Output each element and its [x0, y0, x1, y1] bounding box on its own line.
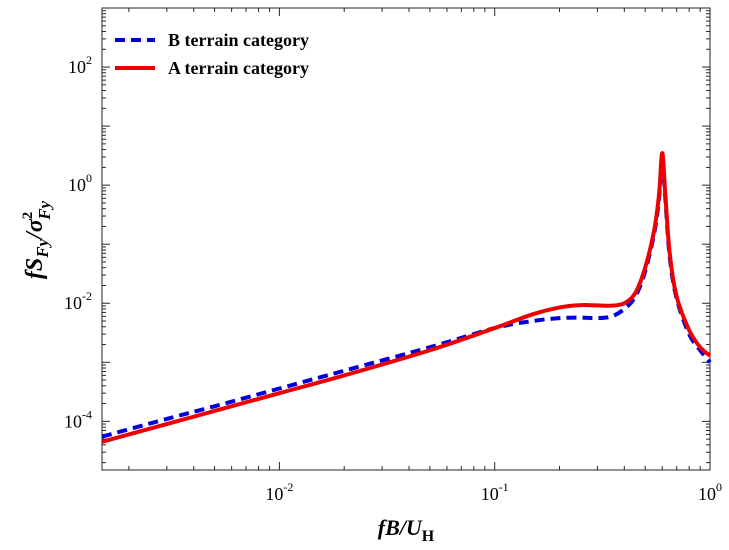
y-tick-label: 102: [68, 53, 92, 77]
x-tick-label: 100: [698, 480, 722, 504]
plot-area: 10-2 10-1 100 10-4 10-2 100 102: [64, 7, 722, 504]
y-tick-label: 100: [68, 171, 92, 195]
x-tick-label: 10-2: [265, 480, 293, 504]
series-lines: [101, 151, 712, 444]
y-axis-label-sub1: Fy: [33, 238, 52, 258]
legend-label-a-terrain: A terrain category: [168, 58, 309, 78]
tick-labels: 10-2 10-1 100 10-4 10-2 100 102: [64, 53, 722, 504]
legend-label-b-terrain: B terrain category: [168, 30, 309, 50]
series-line-a-terrain: [101, 151, 712, 444]
x-axis-label: fB/UH: [378, 515, 435, 545]
x-axis-label-main: fB/U: [378, 515, 423, 540]
y-axis-label-sup2: 2: [20, 212, 36, 220]
tick-marks: [102, 8, 711, 470]
y-tick-label: 10-2: [64, 289, 92, 313]
legend: B terrain category A terrain category: [115, 30, 309, 78]
x-axis-label-sub: H: [422, 528, 435, 545]
y-axis-label: fSFy/σ2Fy: [20, 200, 54, 279]
y-axis-label-part1: fS: [22, 258, 48, 279]
plot-frame: [101, 7, 711, 471]
y-axis-label-sub2: Fy: [35, 200, 54, 220]
y-axis-label-part2: /σ: [22, 218, 48, 241]
x-tick-label: 10-1: [481, 480, 509, 504]
y-tick-label: 10-4: [64, 407, 92, 431]
